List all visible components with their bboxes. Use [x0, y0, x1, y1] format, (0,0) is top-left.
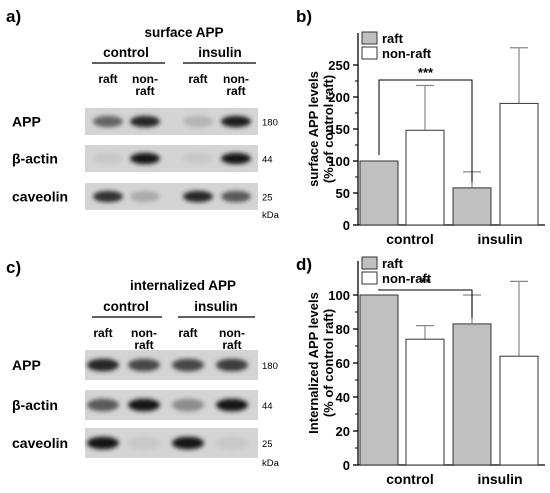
blot-band — [183, 190, 213, 203]
y-tick-label: 50 — [336, 186, 350, 201]
legend-label: raft — [382, 31, 404, 46]
kda-marker: 44 — [262, 155, 273, 166]
bar-non-raft-insulin — [499, 102, 539, 226]
bar-non-raft-control — [405, 129, 445, 226]
kda-marker: 25 — [262, 439, 273, 450]
y-tick-label: 100 — [328, 154, 350, 169]
group-label-insulin: insulin — [194, 299, 238, 314]
panel-letter: b) — [296, 7, 312, 26]
kda-marker: 180 — [262, 118, 278, 129]
blot-band — [130, 152, 160, 165]
y-tick-label: 80 — [336, 322, 350, 337]
blot-band — [172, 436, 204, 450]
blot-band — [93, 190, 123, 203]
x-category-label: insulin — [477, 231, 522, 247]
y-tick-label: 100 — [328, 288, 350, 303]
kda-marker: 25 — [262, 193, 273, 204]
bar-raft-control — [359, 294, 399, 466]
lane-label: raft — [178, 326, 197, 340]
blot-band — [216, 358, 248, 372]
bar-raft-insulin — [452, 323, 492, 466]
blot-band — [172, 398, 204, 412]
blot-band — [93, 152, 123, 165]
lane-label: non-raft — [132, 72, 158, 98]
lane-label: raft — [93, 326, 112, 340]
row-label-1: β-actin — [12, 397, 58, 413]
blot-band — [216, 436, 248, 450]
blot-band — [128, 398, 160, 412]
y-axis-label: Internalized APP levels(% of control raf… — [306, 292, 336, 434]
blot-band — [93, 115, 123, 128]
legend-swatch — [361, 256, 378, 270]
legend-swatch — [361, 46, 378, 60]
legend-swatch — [361, 31, 378, 45]
lane-label: raft — [188, 72, 207, 86]
row-label-2: caveolin — [12, 189, 68, 205]
y-axis-label: surface APP levels(% of control raft) — [306, 71, 336, 187]
bar-non-raft-control — [405, 338, 445, 466]
group-label-control: control — [103, 45, 149, 60]
group-label-control: control — [103, 299, 149, 314]
blot-title: internalized APP — [130, 278, 236, 293]
blot-band — [221, 152, 251, 165]
blot-band — [130, 115, 160, 128]
blot-band — [87, 436, 119, 450]
blot-band — [130, 190, 160, 203]
kda-marker: 44 — [262, 401, 273, 412]
kda-marker: 180 — [262, 361, 278, 372]
legend-label: raft — [382, 256, 404, 271]
panel-letter: d) — [296, 255, 312, 274]
lane-label: non-raft — [223, 72, 249, 98]
blot-band — [221, 115, 251, 128]
bar-raft-insulin — [452, 187, 492, 226]
y-tick-label: 20 — [336, 424, 350, 439]
row-label-1: β-actin — [12, 151, 58, 167]
blot-band — [216, 398, 248, 412]
row-label-2: caveolin — [12, 435, 68, 451]
panel-letter: c) — [6, 258, 21, 277]
y-tick-label: 0 — [343, 218, 350, 233]
y-tick-label: 150 — [328, 122, 350, 137]
blot-band — [183, 152, 213, 165]
blot-band — [183, 115, 213, 128]
y-tick-label: 40 — [336, 390, 350, 405]
blot-band — [87, 398, 119, 412]
x-category-label: control — [386, 231, 433, 247]
significance-bracket — [378, 79, 473, 182]
kda-unit: kDa — [262, 210, 280, 221]
y-tick-label: 0 — [343, 458, 350, 473]
legend-label: non-raft — [382, 46, 432, 61]
lane-label: non-raft — [131, 326, 157, 352]
y-tick-label: 60 — [336, 356, 350, 371]
significance-bracket — [378, 289, 473, 318]
x-category-label: insulin — [477, 471, 522, 487]
blot-title: surface APP — [144, 25, 223, 40]
lane-label: non-raft — [219, 326, 245, 352]
panel-letter: a) — [6, 7, 21, 26]
legend-swatch — [361, 271, 378, 285]
row-label-0: APP — [12, 357, 41, 373]
panel-c-blot: c) internalized APP control insulin raft non-… — [6, 258, 280, 469]
blot-band — [128, 436, 160, 450]
significance-stars: ** — [420, 275, 431, 290]
x-category-label: control — [386, 471, 433, 487]
y-tick-label: 200 — [328, 90, 350, 105]
blot-band — [128, 358, 160, 372]
significance-stars: *** — [418, 65, 434, 80]
legend-label: non-raft — [382, 271, 432, 286]
group-label-insulin: insulin — [198, 45, 242, 60]
blot-band — [172, 358, 204, 372]
bar-raft-control — [359, 160, 399, 226]
panel-a-blot: a) surface APP control insulin raft non-raft r… — [6, 7, 280, 221]
blot-band — [87, 358, 119, 372]
kda-unit: kDa — [262, 458, 280, 469]
blot-band — [221, 190, 251, 203]
bar-non-raft-insulin — [499, 355, 539, 466]
row-label-0: APP — [12, 114, 41, 130]
y-tick-label: 250 — [328, 58, 350, 73]
lane-label: raft — [98, 72, 117, 86]
